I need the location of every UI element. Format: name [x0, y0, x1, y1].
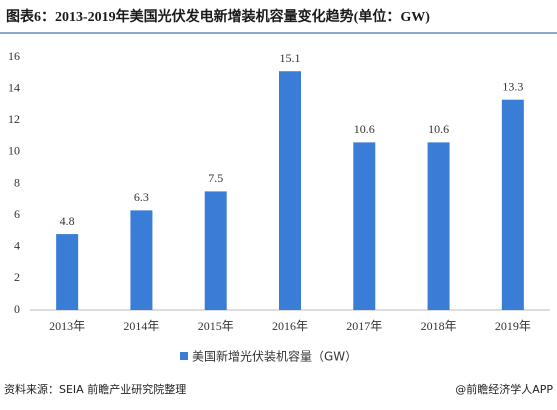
- x-tick-label: 2015年: [198, 319, 234, 333]
- y-tick-label: 14: [8, 80, 20, 94]
- value-label: 13.3: [502, 79, 523, 93]
- x-tick-label: 2017年: [346, 319, 382, 333]
- bar: [204, 191, 227, 310]
- bar: [501, 99, 524, 310]
- legend-swatch: [180, 352, 188, 360]
- bar: [279, 71, 301, 310]
- legend-label: 美国新增光伏装机容量（GW）: [192, 349, 357, 364]
- bar: [56, 234, 79, 310]
- source-note: 资料来源：SEIA 前瞻产业研究院整理: [4, 382, 186, 396]
- value-label: 4.8: [60, 214, 75, 228]
- value-label: 6.3: [134, 190, 149, 204]
- y-tick-label: 10: [8, 144, 20, 158]
- x-tick-label: 2014年: [123, 319, 159, 333]
- y-tick-label: 8: [14, 175, 20, 189]
- x-tick-label: 2013年: [49, 319, 85, 333]
- x-tick-label: 2019年: [495, 319, 531, 333]
- value-label: 10.6: [354, 122, 375, 136]
- chart-title: 图表6：2013-2019年美国光伏发电新增装机容量变化趋势(单位：GW): [6, 8, 430, 25]
- y-tick-label: 6: [14, 207, 20, 221]
- y-tick-label: 16: [8, 49, 20, 63]
- value-label: 15.1: [280, 51, 301, 65]
- bar: [130, 210, 153, 310]
- bar: [427, 142, 450, 310]
- bar: [353, 142, 376, 310]
- y-tick-label: 2: [14, 270, 20, 284]
- x-tick-label: 2016年: [272, 319, 308, 333]
- y-tick-label: 0: [14, 302, 20, 316]
- x-tick-label: 2018年: [421, 319, 457, 333]
- y-tick-label: 12: [8, 112, 20, 126]
- value-label: 10.6: [428, 122, 449, 136]
- credit: @前瞻经济学人APP: [455, 382, 553, 396]
- value-label: 7.5: [208, 171, 223, 185]
- y-tick-label: 4: [14, 239, 20, 253]
